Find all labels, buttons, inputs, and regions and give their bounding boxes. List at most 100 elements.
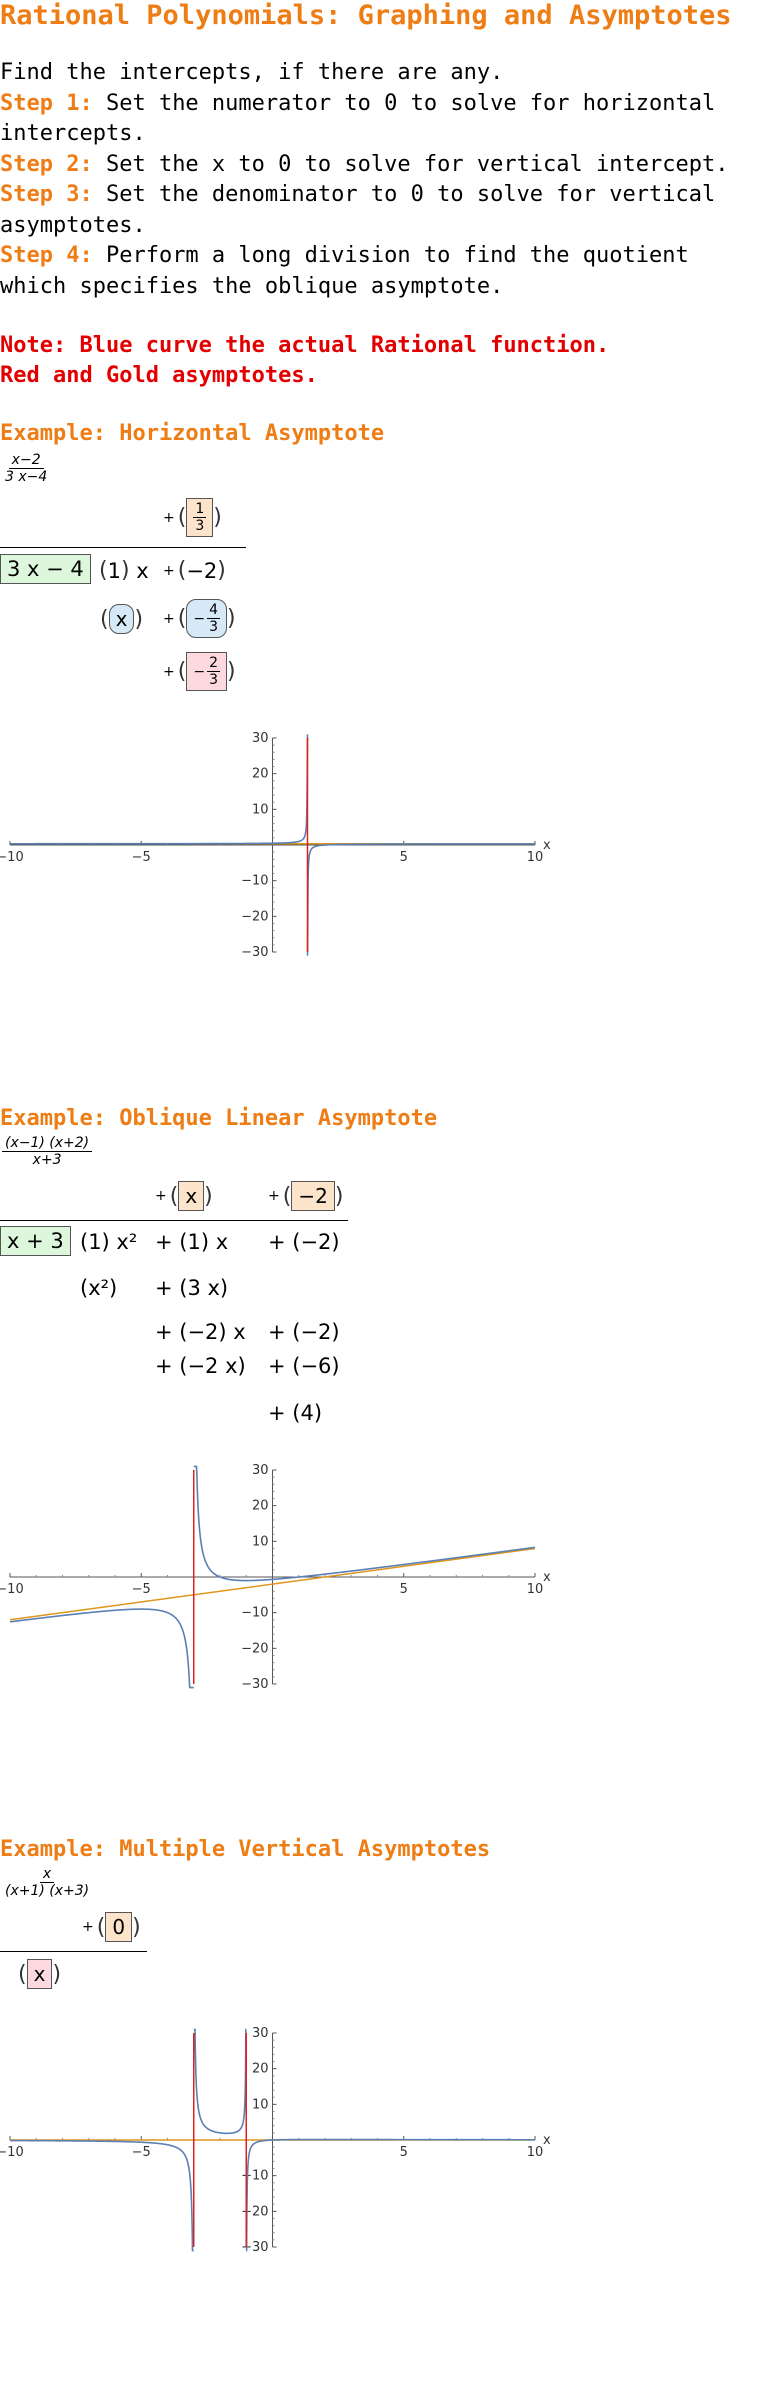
y-tick-label: −20 (241, 1641, 268, 1656)
divisor-box: x + 3 (0, 1226, 71, 1256)
x-tick-label: 5 (400, 2145, 408, 2160)
y-tick-label: 20 (252, 2062, 269, 2077)
product-term: (x²) (80, 1276, 118, 1300)
dividend-term: + (−2) (268, 1230, 340, 1254)
y-tick-label: −10 (241, 874, 268, 889)
intro-text: Find the intercepts, if there are any. S… (0, 58, 765, 302)
division-bar (0, 1951, 147, 1952)
x-tick-label: −10 (0, 850, 24, 865)
y-tick-label: 10 (252, 802, 269, 817)
quotient-box: −2 (291, 1181, 335, 1211)
step-label: Step 1: (0, 90, 93, 116)
remainder-term: +( −2 3 ) (163, 652, 236, 691)
divisor-box: 3 x − 4 (0, 554, 91, 584)
example-heading: Example: Multiple Vertical Asymptotes (0, 1837, 491, 1862)
y-tick-label: −10 (241, 2169, 268, 2184)
example-heading: Example: Oblique Linear Asymptote (0, 1106, 438, 1131)
product-term: + (−2 x) (155, 1354, 246, 1378)
dividend-const: −2 (186, 558, 218, 583)
y-tick-label: 30 (252, 731, 269, 746)
quotient-box: x (178, 1181, 205, 1211)
x-tick-label: −5 (132, 1582, 151, 1597)
remainder-term: (x) (18, 1959, 61, 1989)
denominator: 3 x−4 (5, 469, 48, 485)
y-tick-label: 20 (252, 1499, 269, 1514)
remainder-term: + (4) (268, 1401, 323, 1425)
y-tick-label: 30 (252, 1463, 269, 1478)
function-curve (193, 2028, 247, 2135)
y-tick-label: 10 (252, 1534, 269, 1549)
division-bar (0, 1220, 348, 1221)
y-tick-label: 30 (252, 2026, 269, 2041)
y-tick-label: −30 (241, 2240, 268, 2255)
quotient-num: 1 (193, 501, 207, 518)
function-curve (10, 2139, 194, 2252)
x-tick-label: 10 (527, 2145, 544, 2160)
step-label: Step 2: (0, 151, 93, 177)
dividend-term: +(−2) (163, 558, 226, 583)
intro-line: Find the intercepts, if there are any. (0, 60, 504, 85)
step-text: Set the x to 0 to solve for vertical int… (92, 151, 729, 177)
product-term: (x) (100, 604, 143, 634)
function-plot: −10 −5 5 10 30 20 10 −10 −20 −30 x (0, 1463, 551, 1692)
product-box: −4 3 (186, 599, 227, 638)
function-curve (306, 843, 535, 956)
dividend-term: + (1) x (155, 1230, 229, 1254)
product-term: + (−6) (268, 1354, 340, 1378)
function-fraction: x (x+1) (x+3) (2, 1866, 92, 1899)
dividend-var: x (136, 558, 149, 583)
oblique-asymptote (9, 1547, 536, 1621)
remainder-box: x (26, 1959, 53, 1989)
y-tick-label: 10 (252, 2097, 269, 2112)
quotient-term: +(−2) (268, 1181, 343, 1211)
step-text: Perform a long division to find the quot… (0, 243, 689, 299)
product-term: +( −4 3 ) (163, 599, 236, 638)
page-title: Rational Polynomials: Graphing and Asymp… (0, 0, 732, 31)
step-3: Step 3: Set the denominator to 0 to solv… (0, 180, 765, 241)
function-curve (9, 1608, 194, 1689)
denominator: (x+1) (x+3) (5, 1883, 90, 1899)
x-tick-label: −5 (132, 2145, 151, 2160)
step-text: Set the denominator to 0 to solve for ve… (0, 182, 716, 238)
step-2: Step 2: Set the x to 0 to solve for vert… (0, 150, 765, 181)
y-tick-label: −30 (241, 945, 268, 960)
x-axis-label: x (543, 838, 551, 853)
numerator: x−2 (8, 452, 44, 469)
note-line: Note: Blue curve the actual Rational fun… (0, 333, 610, 358)
x-tick-label: 5 (400, 850, 408, 865)
dividend-coef: 1 (107, 558, 121, 583)
x-tick-label: 10 (527, 1582, 544, 1597)
x-tick-label: 5 (400, 1582, 408, 1597)
x-axis-label: x (543, 1570, 551, 1585)
x-tick-label: −10 (0, 1582, 24, 1597)
step-4: Step 4: Perform a long division to find … (0, 241, 765, 302)
x-tick-label: 10 (527, 850, 544, 865)
function-fraction: x−2 3 x−4 (2, 452, 50, 485)
function-curve (10, 734, 309, 845)
y-tick-label: 20 (252, 767, 269, 782)
function-curve (193, 1465, 536, 1582)
quotient-term: +(0) (82, 1912, 141, 1942)
dividend-term: (1) x² (80, 1230, 138, 1254)
numerator: x (39, 1866, 55, 1883)
function-curve (245, 2138, 535, 2252)
product-term: + (3 x) (155, 1276, 229, 1300)
numerator: (x−1) (x+2) (2, 1135, 93, 1152)
remainder-box: −2 3 (186, 652, 227, 691)
y-tick-label: −20 (241, 2204, 268, 2219)
quotient-den: 3 (195, 518, 205, 534)
note-line: Red and Gold asymptotes. (0, 363, 318, 388)
difference-term: + (−2) x (155, 1320, 246, 1344)
x-axis-label: x (543, 2133, 551, 2148)
division-bar (0, 547, 246, 548)
function-plot: −10 −5 5 10 30 20 10 −10 −20 −30 x (0, 2026, 551, 2255)
y-tick-label: −30 (241, 1677, 268, 1692)
step-1: Step 1: Set the numerator to 0 to solve … (0, 89, 765, 150)
example-heading: Example: Horizontal Asymptote (0, 421, 385, 446)
dividend-term: (1) x (99, 558, 149, 583)
function-fraction: (x−1) (x+2) x+3 (2, 1135, 93, 1168)
quotient-box: 0 (105, 1912, 133, 1942)
y-tick-label: −20 (241, 909, 268, 924)
x-tick-label: −10 (0, 2145, 24, 2160)
